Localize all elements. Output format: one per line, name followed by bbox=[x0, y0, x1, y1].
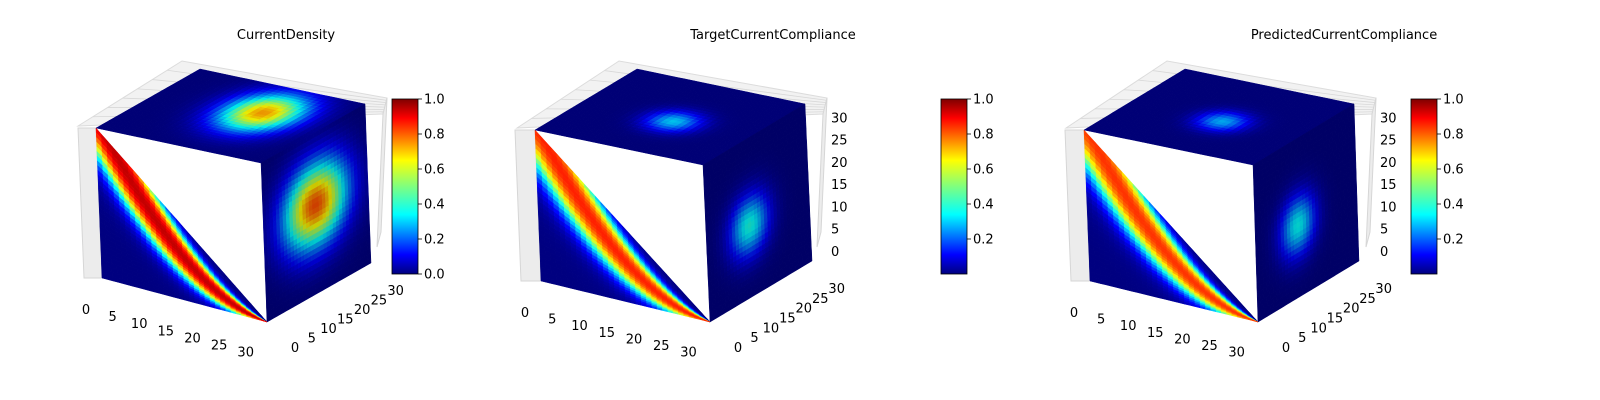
voxel-cube bbox=[514, 60, 828, 323]
colorbar-tick-label: 1.0 bbox=[424, 93, 445, 108]
panel-title: TargetCurrentCompliance bbox=[689, 28, 856, 43]
voxel-cube bbox=[76, 60, 388, 323]
y-tick-label: 30 bbox=[387, 284, 404, 299]
front-voxel bbox=[261, 320, 268, 323]
y-tick-label: 10 bbox=[320, 322, 337, 337]
side-pane bbox=[816, 97, 828, 248]
y-tick-label: 15 bbox=[337, 313, 354, 328]
panel-title: CurrentDensity bbox=[237, 28, 336, 43]
y-tick-label: 5 bbox=[308, 332, 316, 347]
colorbar-tick-label: 0.8 bbox=[424, 128, 445, 143]
x-tick-label: 30 bbox=[237, 346, 254, 361]
panel-target-current-compliance: TargetCurrentCompliance 0 5 10 15 20 25 30 0510… bbox=[514, 28, 994, 361]
side-pane bbox=[376, 97, 388, 248]
x-tick-label: 15 bbox=[158, 324, 175, 339]
y-tick-label: 20 bbox=[354, 303, 371, 318]
colorbar-tick-label: 0.0 bbox=[424, 268, 445, 283]
y-tick-label: 0 bbox=[291, 341, 299, 356]
colorbar-tick-label: 0.6 bbox=[424, 163, 445, 178]
x-tick-label: 0 bbox=[82, 303, 90, 318]
x-tick-label: 20 bbox=[184, 331, 201, 346]
x-tick-label: 10 bbox=[131, 317, 148, 332]
x-tick-label: 25 bbox=[211, 339, 228, 354]
y-tick-label: 25 bbox=[371, 293, 388, 308]
x-tick-label: 5 bbox=[108, 310, 116, 325]
colorbar: 0.0 0.2 0.4 0.6 0.8 1.0 bbox=[391, 93, 445, 283]
colorbar-tick-label: 0.2 bbox=[424, 233, 445, 248]
colorbar-gradient bbox=[391, 98, 419, 275]
panel-current-density: CurrentDensity 0 5 10 15 20 25 30 051015202530 … bbox=[76, 28, 445, 361]
colorbar-tick-label: 0.4 bbox=[424, 198, 445, 213]
